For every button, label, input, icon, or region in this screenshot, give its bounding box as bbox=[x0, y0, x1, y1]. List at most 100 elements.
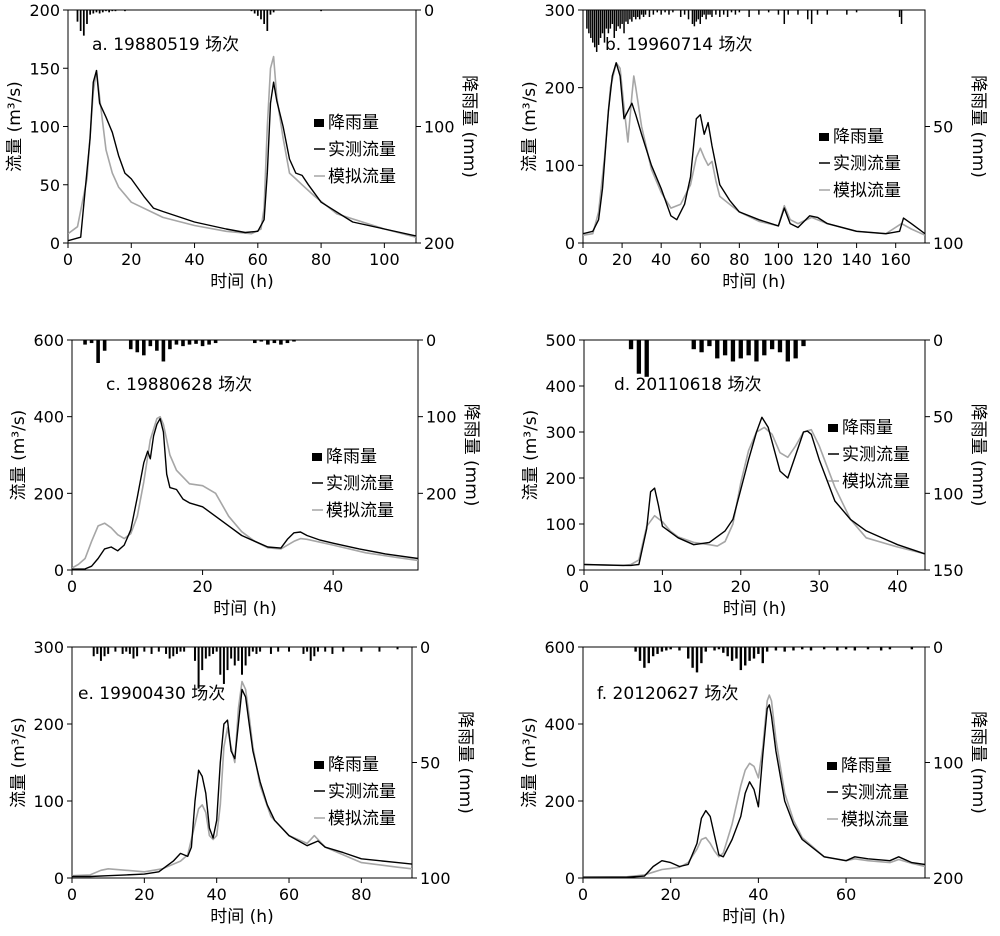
y-tick-label: 0 bbox=[566, 561, 576, 580]
rain-bar bbox=[879, 647, 883, 651]
rain-bar bbox=[197, 647, 200, 689]
rain-bar bbox=[691, 10, 694, 24]
x-axis-label: 时间 (h) bbox=[210, 907, 273, 927]
x-tick-label: 0 bbox=[578, 885, 588, 904]
rain-bar bbox=[648, 10, 651, 17]
rain-bar bbox=[806, 10, 809, 20]
rain-bar bbox=[111, 10, 114, 12]
rain-bar bbox=[693, 10, 696, 27]
rain-bar bbox=[683, 10, 686, 15]
rain-tick-label: 50 bbox=[420, 754, 440, 773]
rain-bar bbox=[222, 647, 225, 684]
rain-bar bbox=[172, 647, 175, 657]
rain-tick-label: 50 bbox=[933, 408, 953, 427]
x-tick-label: 20 bbox=[134, 885, 154, 904]
rain-bar bbox=[213, 340, 218, 344]
x-tick-label: 100 bbox=[369, 250, 400, 269]
rain-bar bbox=[212, 647, 215, 654]
x-axis-label: 时间 (h) bbox=[722, 272, 785, 292]
y-tick-label: 50 bbox=[40, 176, 60, 195]
legend-rain-swatch bbox=[314, 119, 324, 127]
rain-bar bbox=[643, 647, 646, 668]
rain-bar bbox=[83, 340, 87, 345]
rain-bar bbox=[603, 10, 606, 43]
rain-bar bbox=[260, 10, 262, 20]
rain-bar bbox=[114, 10, 117, 12]
rain-bar bbox=[700, 647, 703, 664]
x-tick-label: 100 bbox=[763, 250, 794, 269]
rain-bar bbox=[96, 340, 100, 363]
rain-bar bbox=[715, 10, 717, 15]
rain-bar bbox=[128, 647, 131, 654]
rain-bar bbox=[900, 10, 903, 24]
legend-simulated-label: 模拟流量 bbox=[328, 809, 396, 829]
rain-bar bbox=[272, 10, 275, 13]
rain-bar bbox=[102, 340, 107, 351]
rain-bar bbox=[783, 10, 786, 24]
x-tick-label: 0 bbox=[67, 577, 77, 596]
rain-bar bbox=[746, 340, 751, 356]
legend-rain-swatch bbox=[819, 133, 829, 141]
rain-bar bbox=[866, 647, 870, 650]
x-axis-label: 时间 (h) bbox=[210, 272, 273, 292]
rain-bar bbox=[103, 647, 106, 657]
rain-bar bbox=[836, 647, 839, 651]
y-axis-label-right: 降雨量 (mm) bbox=[968, 404, 988, 507]
x-tick-label: 40 bbox=[887, 577, 907, 596]
rain-bar bbox=[611, 10, 614, 24]
rain-bar bbox=[125, 647, 128, 652]
rain-bar bbox=[748, 647, 751, 661]
rain-bar bbox=[135, 340, 140, 353]
rain-bar bbox=[101, 10, 104, 13]
rain-bar bbox=[277, 647, 280, 652]
rain-bar bbox=[713, 647, 716, 651]
rain-bar bbox=[629, 10, 631, 20]
rain-tick-label: 100 bbox=[424, 118, 455, 137]
rain-bar bbox=[765, 647, 769, 652]
rain-bar bbox=[638, 647, 642, 661]
rain-bar bbox=[292, 340, 296, 342]
y-tick-label: 600 bbox=[33, 331, 64, 350]
y-tick-label: 600 bbox=[544, 638, 575, 657]
rain-tick-label: 100 bbox=[426, 408, 457, 427]
rain-tick-label: 50 bbox=[933, 118, 953, 137]
rain-tick-label: 0 bbox=[933, 331, 943, 350]
rain-bar bbox=[701, 10, 703, 17]
rain-bar bbox=[226, 647, 229, 671]
legend-observed-label: 实测流量 bbox=[328, 782, 396, 802]
y-tick-label: 200 bbox=[33, 715, 64, 734]
rain-tick-label: 100 bbox=[420, 869, 451, 888]
rain-bar bbox=[697, 10, 700, 20]
rain-bar bbox=[175, 647, 178, 654]
rain-bar bbox=[342, 647, 345, 652]
rain-bar bbox=[121, 647, 124, 654]
rain-bar bbox=[128, 340, 133, 350]
rain-bar bbox=[647, 647, 650, 664]
legend-simulated-label: 模拟流量 bbox=[328, 167, 396, 187]
legend-rain-label: 降雨量 bbox=[833, 127, 884, 147]
observed-flow-line bbox=[583, 704, 925, 878]
rain-bar bbox=[251, 647, 254, 652]
y-axis-label-left: 流量 (m³/s) bbox=[521, 410, 541, 501]
rain-bar bbox=[320, 10, 322, 12]
x-axis-label: 时间 (h) bbox=[213, 599, 276, 619]
rain-bar bbox=[597, 10, 600, 45]
rain-bar bbox=[631, 10, 633, 22]
rain-bar bbox=[148, 340, 153, 347]
rain-bar bbox=[752, 647, 756, 659]
rain-bar bbox=[738, 340, 743, 359]
rain-bar bbox=[722, 647, 725, 653]
rain-bar bbox=[201, 647, 204, 671]
rain-bar bbox=[124, 10, 126, 12]
rain-bar bbox=[98, 10, 101, 14]
y-tick-label: 200 bbox=[544, 792, 575, 811]
x-tick-label: 0 bbox=[579, 577, 589, 596]
x-tick-label: 20 bbox=[612, 250, 632, 269]
rain-bar bbox=[717, 647, 721, 650]
rain-bar bbox=[898, 10, 901, 17]
rain-bar bbox=[730, 10, 733, 13]
rain-bar bbox=[269, 647, 272, 654]
legend-observed-label: 实测流量 bbox=[326, 474, 394, 494]
rain-bar bbox=[396, 647, 399, 650]
